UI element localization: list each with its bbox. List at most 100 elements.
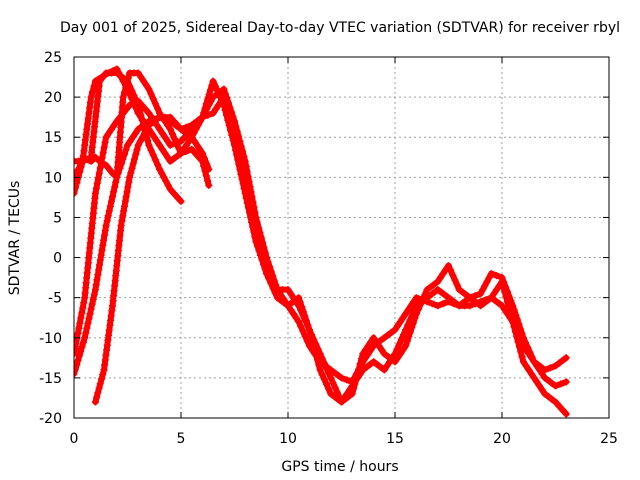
data-point (250, 219, 258, 227)
data-point (271, 282, 279, 290)
tick-labels: 0 5 10 15 20 25 -20 -15 -10 -5 0 5 10 15 20 25 (39, 50, 618, 447)
data-point (109, 67, 116, 75)
data-point (175, 145, 183, 152)
data-point (145, 85, 153, 93)
data-point (224, 116, 232, 124)
data-point (158, 169, 166, 177)
data-point (245, 194, 253, 202)
data-point (126, 101, 134, 109)
data-point (477, 290, 485, 298)
data-point (437, 274, 444, 282)
data-point (343, 376, 351, 384)
data-point (518, 353, 526, 361)
data-point (182, 147, 190, 155)
data-point (232, 127, 240, 135)
data-point (98, 375, 105, 383)
data-point (177, 137, 185, 145)
data-point (355, 365, 363, 373)
data-point (535, 382, 543, 390)
data-point (370, 334, 378, 342)
data-point (101, 226, 109, 234)
data-point (261, 265, 269, 273)
data-point (406, 328, 414, 336)
data-point (445, 262, 452, 270)
data-point (503, 288, 511, 296)
data-point (168, 130, 176, 138)
data-point (252, 230, 260, 237)
data-point (198, 149, 206, 157)
data-point (308, 331, 315, 339)
data-point (516, 325, 524, 333)
data-point (211, 82, 219, 90)
data-point (372, 338, 380, 346)
data-point (122, 193, 130, 201)
data-point (97, 251, 105, 259)
data-point (255, 240, 263, 247)
data-point (91, 398, 99, 406)
data-point (151, 100, 159, 107)
data-point (502, 283, 510, 291)
data-point (103, 217, 111, 225)
data-point (89, 295, 97, 303)
data-point (451, 276, 459, 284)
data-point (115, 69, 123, 77)
data-point (74, 340, 80, 348)
data-point (466, 302, 474, 310)
data-point (109, 193, 116, 201)
data-point (526, 348, 534, 356)
data-point (96, 261, 103, 269)
data-point (132, 150, 140, 158)
data-point (198, 157, 206, 165)
data-point (127, 169, 135, 177)
data-point (249, 214, 257, 222)
data-point (77, 347, 85, 355)
data-point (239, 163, 247, 171)
data-point (350, 385, 357, 393)
data-point (441, 291, 449, 299)
data-point (351, 380, 359, 388)
data-point (201, 167, 209, 175)
data-point (224, 99, 232, 107)
data-point (184, 131, 192, 138)
data-point (119, 212, 127, 220)
data-point (396, 350, 404, 358)
axis-ticks (73, 56, 610, 419)
data-point (297, 307, 305, 314)
data-point (546, 364, 554, 372)
data-point (498, 302, 506, 310)
data-point (415, 305, 422, 313)
data-point (117, 73, 125, 81)
data-point (292, 314, 300, 322)
data-point (232, 122, 239, 130)
data-point (329, 379, 337, 387)
data-point (90, 291, 98, 298)
data-point (74, 356, 82, 364)
data-point (104, 69, 112, 77)
data-point (364, 342, 372, 350)
data-point (383, 362, 391, 370)
data-point (471, 292, 479, 300)
data-point (333, 388, 341, 396)
data-point (96, 380, 104, 388)
data-point (151, 156, 159, 164)
data-point (192, 125, 200, 133)
data-point (129, 160, 137, 168)
data-point (411, 314, 419, 322)
data-point (519, 358, 527, 366)
data-point (484, 296, 492, 304)
data-point (409, 319, 417, 327)
data-point (348, 390, 356, 398)
data-point (74, 184, 79, 192)
data-point (193, 141, 201, 149)
data-point (548, 395, 556, 403)
data-point (287, 290, 295, 298)
data-point (158, 145, 166, 153)
data-point (429, 300, 436, 308)
data-point (156, 165, 164, 173)
data-point (136, 137, 144, 145)
data-point (412, 294, 420, 302)
data-point (80, 299, 88, 307)
data-point (105, 129, 113, 137)
data-point (101, 138, 109, 146)
data-point (74, 370, 78, 378)
